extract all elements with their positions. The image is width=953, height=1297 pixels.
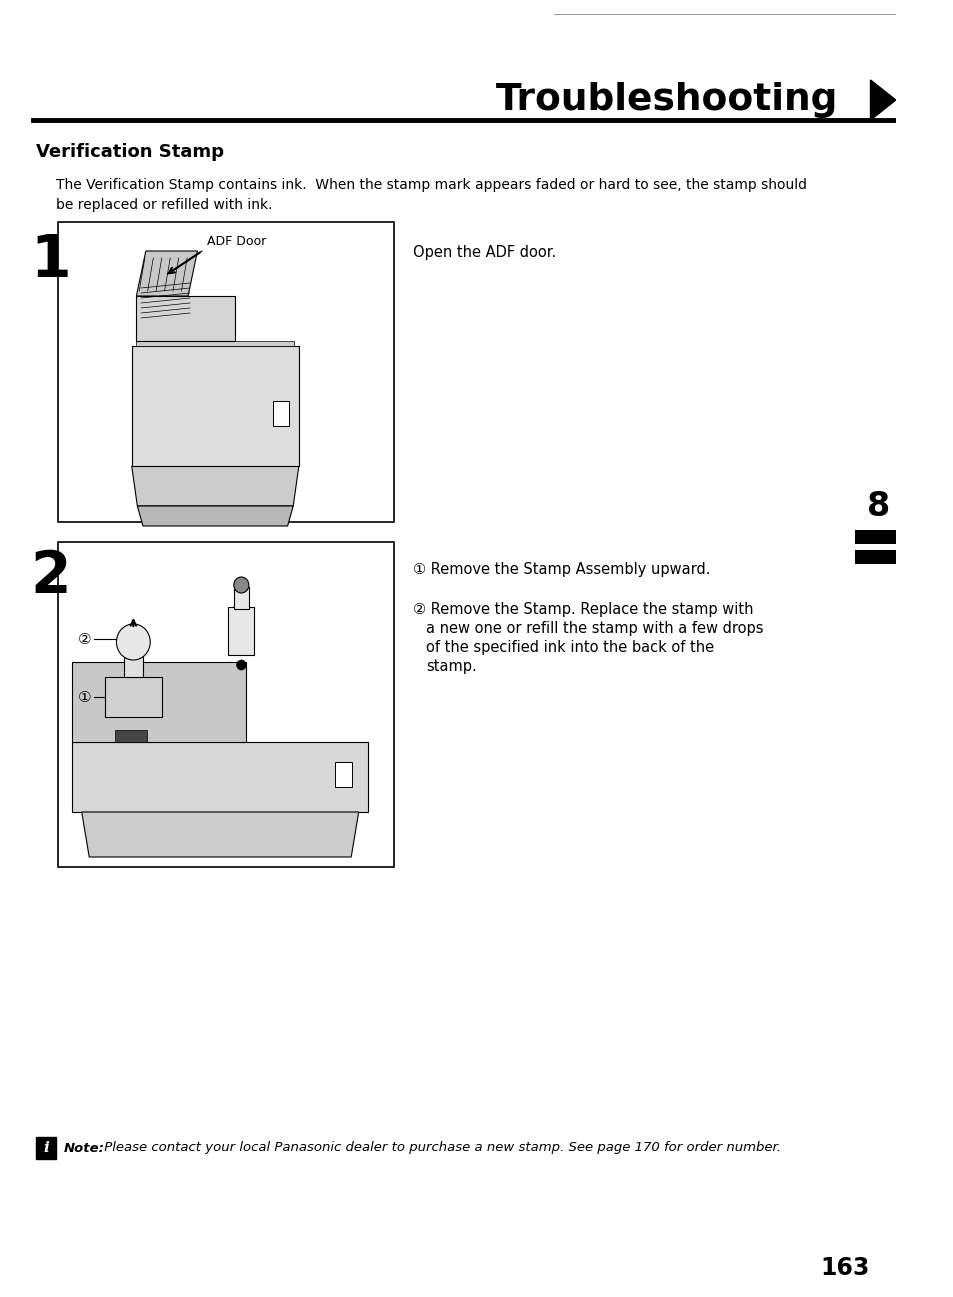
Text: The Verification Stamp contains ink.  When the stamp mark appears faded or hard : The Verification Stamp contains ink. Whe… — [56, 178, 806, 211]
Text: a new one or refill the stamp with a few drops: a new one or refill the stamp with a few… — [426, 621, 763, 636]
Bar — [35, 1137, 56, 1160]
Text: 163: 163 — [820, 1255, 869, 1280]
Bar — [233, 588, 249, 610]
Text: of the specified ink into the back of the: of the specified ink into the back of th… — [426, 639, 714, 655]
Text: 2: 2 — [30, 549, 71, 604]
Text: ①: ① — [77, 690, 91, 704]
Circle shape — [233, 577, 249, 593]
Polygon shape — [72, 742, 368, 812]
Polygon shape — [132, 346, 298, 466]
Text: ① Remove the Stamp Assembly upward.: ① Remove the Stamp Assembly upward. — [413, 562, 710, 577]
Bar — [58, 222, 394, 521]
Text: ②: ② — [77, 632, 91, 646]
Text: Please contact your local Panasonic dealer to purchase a new stamp. See page 170: Please contact your local Panasonic deal… — [99, 1141, 780, 1154]
Polygon shape — [136, 296, 234, 341]
Polygon shape — [105, 677, 161, 717]
Polygon shape — [132, 466, 298, 506]
Bar — [114, 730, 148, 742]
Bar — [228, 607, 254, 655]
Circle shape — [116, 624, 150, 660]
Text: ADF Door: ADF Door — [207, 235, 266, 248]
Bar — [124, 642, 143, 677]
Bar — [335, 763, 352, 787]
Text: stamp.: stamp. — [426, 659, 476, 674]
Text: i: i — [43, 1141, 49, 1156]
Circle shape — [236, 660, 246, 671]
Bar — [273, 401, 289, 425]
Bar — [854, 530, 895, 543]
Bar — [58, 542, 394, 866]
Text: ② Remove the Stamp. Replace the stamp with: ② Remove the Stamp. Replace the stamp wi… — [413, 602, 753, 617]
Polygon shape — [82, 812, 358, 857]
Polygon shape — [869, 80, 895, 121]
Polygon shape — [136, 341, 294, 346]
Bar — [854, 550, 895, 564]
Text: 1: 1 — [30, 232, 71, 289]
Text: Troubleshooting: Troubleshooting — [496, 82, 838, 118]
Text: 8: 8 — [866, 490, 890, 523]
Text: Open the ADF door.: Open the ADF door. — [413, 245, 556, 259]
Polygon shape — [72, 661, 246, 742]
Text: Note:: Note: — [64, 1141, 105, 1154]
Polygon shape — [136, 252, 197, 296]
Text: Verification Stamp: Verification Stamp — [35, 143, 223, 161]
Polygon shape — [137, 506, 293, 527]
